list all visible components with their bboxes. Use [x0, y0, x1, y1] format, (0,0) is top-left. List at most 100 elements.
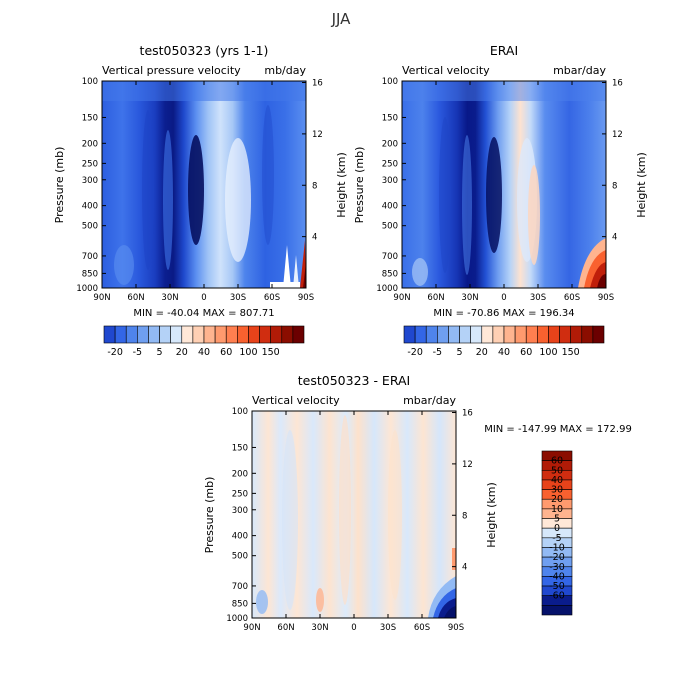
min-max-text: MIN = -147.99 MAX = 172.99 [484, 424, 632, 435]
colorbar-box [437, 325, 449, 344]
y-tick-label: 300 [382, 176, 398, 186]
x-tick-label: 60S [264, 293, 280, 303]
colorbar-label: 40 [551, 475, 563, 486]
y-tick-label: 100 [82, 77, 98, 87]
colorbar-label: -20 [107, 347, 123, 358]
x-tick-label: 30N [161, 293, 178, 303]
colorbar-box [181, 325, 194, 344]
y-tick-label: 700 [82, 252, 98, 262]
right-string: mbar/day [553, 64, 606, 77]
x-tick-label: 0 [351, 623, 356, 633]
y-tick-label: 150 [82, 113, 98, 123]
contour-field [102, 81, 306, 288]
y-axis-label: Pressure (mb) [203, 477, 216, 554]
colorbar-box [537, 325, 549, 344]
panel-title: ERAI [490, 43, 518, 58]
colorbar-box [192, 325, 205, 344]
colorbar-box [541, 605, 573, 616]
colorbar-label: 20 [176, 347, 188, 358]
x-tick-label: 0 [201, 293, 206, 303]
y-tick-label: 150 [382, 113, 398, 123]
colorbar-box [414, 325, 427, 344]
y-tick-label-right: 12 [612, 130, 623, 140]
colorbar-box [281, 325, 294, 344]
colorbar-box [170, 325, 183, 344]
y-tick-label-right: 8 [612, 181, 617, 191]
colorbar-label: -10 [549, 542, 565, 553]
colorbar-label: 5 [554, 514, 560, 525]
y-tick-label-right: 4 [462, 563, 467, 573]
x-tick-label: 0 [501, 293, 506, 303]
colorbar-label: 60 [520, 347, 532, 358]
y-tick-label-right: 4 [312, 233, 317, 243]
colorbar-label: 150 [262, 347, 280, 358]
y-tick-label-right: 12 [462, 460, 473, 470]
colorbar-label: -5 [552, 533, 561, 544]
x-tick-label: 90S [598, 293, 614, 303]
colorbar-box [203, 325, 216, 344]
y-tick-label: 300 [232, 506, 248, 516]
y-tick-label: 700 [232, 582, 248, 592]
y-tick-label: 500 [82, 222, 98, 232]
y-axis-label-right: Height (km) [635, 152, 648, 218]
y-tick-label: 850 [232, 599, 248, 609]
page-title: JJA [331, 10, 352, 28]
y-tick-label: 250 [232, 489, 248, 499]
colorbar-box [214, 325, 227, 344]
colorbar: -20 -5 5 20 40 60 100 150 [403, 325, 605, 358]
colorbar-label: 5 [457, 347, 463, 358]
y-tick-label: 400 [382, 202, 398, 212]
y-tick-label-right: 16 [312, 79, 323, 89]
panel-title: test050323 (yrs 1-1) [140, 43, 269, 58]
colorbar-box [270, 325, 283, 344]
y-tick-label: 500 [232, 552, 248, 562]
y-tick-label: 100 [232, 407, 248, 417]
y-tick-label: 400 [82, 202, 98, 212]
y-tick-label: 150 [232, 443, 248, 453]
x-tick-label: 90N [393, 293, 410, 303]
y-tick-label: 200 [232, 469, 248, 479]
right-string: mbar/day [403, 394, 456, 407]
colorbar-label: -20 [407, 347, 423, 358]
y-tick-label-right: 8 [462, 511, 467, 521]
y-tick-label: 400 [232, 532, 248, 542]
x-tick-label: 90N [243, 623, 260, 633]
x-tick-label: 60N [427, 293, 444, 303]
colorbar-label: 20 [476, 347, 488, 358]
panel-erai: ERAI Vertical velocity mbar/day Pressure… [353, 43, 648, 358]
x-tick-label: 30S [230, 293, 246, 303]
y-axis-label: Pressure (mb) [353, 147, 366, 224]
panel-difference: test050323 - ERAI Vertical velocity mbar… [203, 373, 632, 633]
colorbar-box [570, 325, 583, 344]
colorbar-box [470, 325, 483, 344]
x-tick-label: 30N [461, 293, 478, 303]
colorbar-box [581, 325, 594, 344]
y-tick-label: 250 [382, 159, 398, 169]
colorbar-label: -30 [549, 562, 565, 573]
y-tick-label: 500 [382, 222, 398, 232]
y-tick-label: 700 [382, 252, 398, 262]
y-tick-label: 250 [82, 159, 98, 169]
colorbar-box [448, 325, 460, 344]
x-tick-label: 30S [530, 293, 546, 303]
x-tick-label: 60N [277, 623, 294, 633]
colorbar-label: 60 [551, 456, 563, 467]
colorbar-box [481, 325, 494, 344]
colorbar-box [514, 325, 527, 344]
colorbar-box [425, 325, 438, 344]
y-tick-label: 200 [82, 139, 98, 149]
x-tick-label: 30N [311, 623, 328, 633]
colorbar-box [259, 325, 271, 344]
x-tick-label: 60N [127, 293, 144, 303]
colorbar-box [114, 325, 127, 344]
colorbar-label: -40 [549, 571, 565, 582]
colorbar-box [525, 325, 538, 344]
left-string: Vertical velocity [402, 64, 490, 77]
left-string: Vertical velocity [252, 394, 340, 407]
x-tick-label: 90N [93, 293, 110, 303]
colorbar-box [225, 325, 238, 344]
colorbar-label: -5 [133, 347, 142, 358]
colorbar-box [137, 325, 149, 344]
colorbar-label: -5 [433, 347, 442, 358]
colorbar-label: 50 [551, 465, 563, 476]
